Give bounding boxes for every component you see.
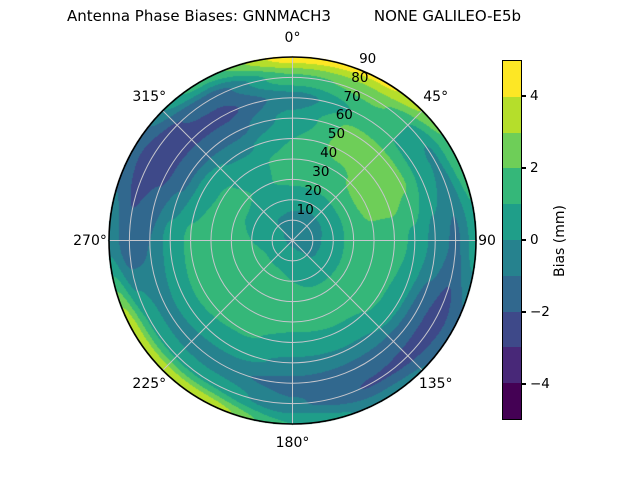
angular-gridline (162, 110, 293, 241)
radial-tick-label: 30 (312, 163, 330, 180)
radial-tick-label: 80 (351, 69, 369, 86)
colorbar-tick-label: 0 (530, 232, 539, 248)
angular-gridline (292, 110, 423, 241)
colorbar-band (503, 96, 521, 133)
colorbar-tickmark (522, 383, 526, 385)
colorbar-band (503, 311, 521, 348)
colorbar-band (503, 168, 521, 205)
colorbar-band (503, 132, 521, 169)
colorbar-tick-label: 2 (530, 160, 539, 176)
angular-tick-label: 315° (132, 89, 167, 106)
radial-tick-label: 70 (343, 88, 361, 105)
angular-tick-label: 270° (73, 232, 107, 249)
colorbar-band (503, 61, 521, 97)
colorbar (502, 60, 522, 420)
colorbar-tick-label: 4 (530, 88, 539, 104)
radial-tick-label: 20 (304, 182, 322, 199)
radial-tick-label: 60 (335, 107, 353, 124)
colorbar-tick-label: −4 (530, 376, 550, 392)
angular-gridline (292, 240, 423, 371)
chart-title: Antenna Phase Biases: GNNMACH3 NONE GALI… (66, 7, 522, 25)
colorbar-band (503, 204, 521, 240)
colorbar-axis-label: Bias (mm) (552, 204, 568, 278)
colorbar-tickmark (522, 239, 526, 241)
colorbar-tickmark (522, 311, 526, 313)
radial-tick-label: 40 (320, 145, 338, 162)
colorbar-band (503, 275, 521, 312)
radial-tick-label: 90 (359, 50, 377, 67)
colorbar-tickmark (522, 167, 526, 169)
angular-tick-label: 180° (275, 435, 310, 451)
angular-tick-label: 90 (478, 232, 496, 249)
radial-tick-label: 50 (327, 126, 346, 143)
colorbar-band (503, 383, 521, 419)
polar-rim (108, 56, 477, 425)
colorbar-tick-label: −2 (530, 304, 550, 320)
colorbar-band (503, 239, 521, 276)
angular-gridline (162, 240, 293, 371)
angular-tick-label: 135° (418, 375, 453, 392)
colorbar-band (503, 347, 521, 384)
angular-tick-label: 45° (423, 89, 449, 106)
colorbar-tickmark (522, 95, 526, 97)
angular-tick-label: 0° (284, 30, 301, 46)
radial-tick-label: 10 (296, 201, 314, 218)
angular-tick-label: 225° (132, 375, 167, 392)
